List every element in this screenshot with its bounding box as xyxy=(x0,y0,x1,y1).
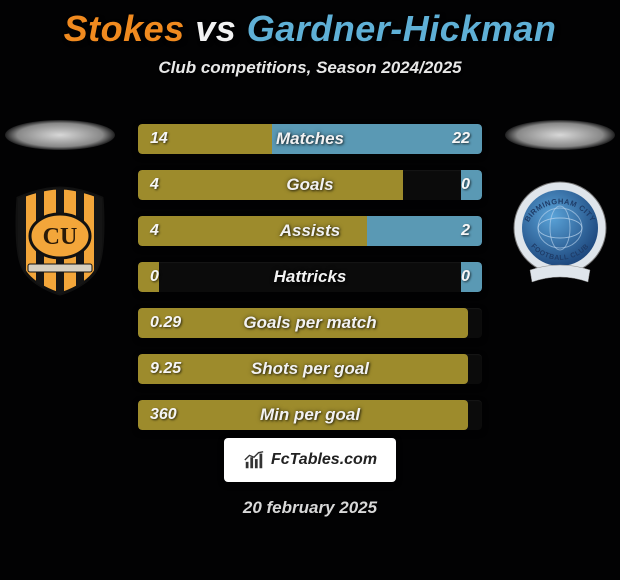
stat-row-6: Min per goal360 xyxy=(138,400,482,430)
bar-left xyxy=(138,216,367,246)
stat-row-1: Goals40 xyxy=(138,170,482,200)
stat-row-4: Goals per match0.29 xyxy=(138,308,482,338)
crest-right: BIRMINGHAM CITY FOOTBALL CLUB xyxy=(510,176,610,306)
title-vs: vs xyxy=(195,8,236,49)
title-player1: Stokes xyxy=(64,8,185,49)
bar-left xyxy=(138,124,272,154)
title-player2: Gardner-Hickman xyxy=(247,8,557,49)
bar-left xyxy=(138,262,159,292)
footer-date: 20 february 2025 xyxy=(0,498,620,518)
spotlight-right xyxy=(505,120,615,150)
bar-left xyxy=(138,400,468,430)
brand-badge: FcTables.com xyxy=(224,438,396,482)
brand-text: FcTables.com xyxy=(271,451,377,469)
stat-row-2: Assists42 xyxy=(138,216,482,246)
spotlight-left xyxy=(5,120,115,150)
stat-row-5: Shots per goal9.25 xyxy=(138,354,482,384)
page-title: Stokes vs Gardner-Hickman xyxy=(0,0,620,50)
bar-left xyxy=(138,354,468,384)
crest-left-text: CU xyxy=(43,224,78,250)
left-column: CU xyxy=(0,120,120,296)
subtitle: Club competitions, Season 2024/2025 xyxy=(0,58,620,78)
bar-right xyxy=(367,216,482,246)
chart-icon xyxy=(243,449,265,471)
stat-row-0: Matches1422 xyxy=(138,124,482,154)
crest-left: CU xyxy=(10,186,110,296)
stat-row-3: Hattricks00 xyxy=(138,262,482,292)
bar-right xyxy=(272,124,482,154)
bar-right xyxy=(461,170,482,200)
stat-rows: Matches1422 Goals40 Assists42 Hattricks00 Go… xyxy=(138,124,482,446)
bar-right xyxy=(461,262,482,292)
right-column: BIRMINGHAM CITY FOOTBALL CLUB xyxy=(500,120,620,306)
bar-left xyxy=(138,170,403,200)
row-label: Hattricks xyxy=(138,262,482,292)
bar-left xyxy=(138,308,468,338)
